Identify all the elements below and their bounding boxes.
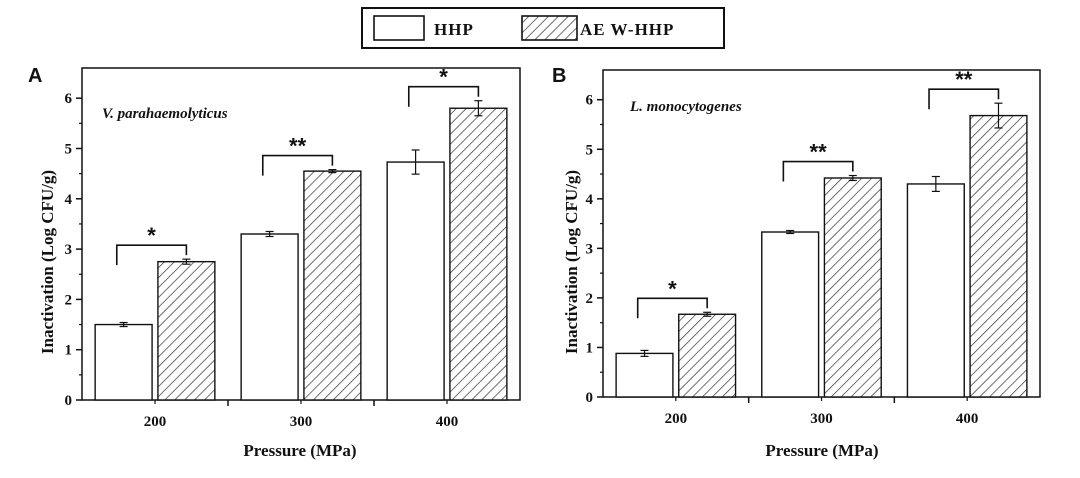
y-tick-label: 5 (65, 141, 73, 157)
significance-marker: * (668, 276, 677, 301)
y-tick-label: 0 (586, 390, 594, 406)
chart-panel-a: 0 1 2 3 4 5 6 200 * 300 ** 400 * (65, 65, 521, 430)
y-axis-title-b: Inactivation (Log CFU/g) (562, 170, 581, 354)
x-axis-title-a: Pressure (MPa) (243, 441, 356, 460)
error-bar-aew-hhp (848, 174, 857, 182)
y-tick-label: 5 (586, 142, 594, 158)
bar-hhp (240, 233, 299, 401)
bracket-line (928, 88, 1000, 110)
bar-hhp (615, 352, 674, 398)
significance-bracket: ** (782, 140, 854, 182)
chart-panel-b: 0 1 2 3 4 5 6 200 * 300 ** 400 ** (586, 67, 1041, 427)
y-tick-label: 6 (586, 93, 594, 109)
error-bar-hhp (119, 321, 128, 328)
y-axis-title-a: Inactivation (Log CFU/g) (38, 170, 57, 354)
y-tick-label: 4 (65, 192, 73, 208)
significance-bracket: * (407, 65, 480, 107)
bar-aew-hhp (157, 260, 216, 401)
bar-aew-hhp (678, 313, 737, 398)
x-tick-label: 400 (956, 411, 979, 427)
bar-hhp (906, 183, 965, 398)
bracket-line (115, 244, 188, 266)
significance-marker: ** (810, 140, 828, 165)
significance-marker: * (439, 65, 448, 90)
error-bar-aew-hhp (994, 102, 1003, 129)
y-tick-label: 1 (65, 343, 73, 359)
significance-bracket: * (115, 223, 188, 266)
x-tick-label: 300 (810, 411, 833, 427)
bar-aew-hhp (969, 114, 1028, 398)
y-tick-label: 3 (65, 242, 73, 258)
error-bar-aew-hhp (474, 100, 483, 117)
y-tick-label: 2 (586, 291, 594, 307)
error-bar-aew-hhp (182, 258, 191, 265)
error-bar-hhp (931, 175, 940, 192)
bar-hhp (94, 323, 153, 401)
bracket-line (636, 297, 708, 319)
significance-marker: ** (289, 134, 307, 159)
error-bar-hhp (411, 149, 420, 175)
panel-letter-b: B (552, 65, 566, 87)
bar-aew-hhp (449, 107, 508, 401)
x-tick-label: 400 (436, 414, 459, 430)
bar-hhp (761, 231, 820, 398)
legend-label-hhp: HHP (434, 20, 474, 39)
y-tick-label: 4 (586, 192, 594, 208)
x-tick-label: 200 (665, 411, 688, 427)
error-bar-aew-hhp (703, 311, 712, 317)
y-tick-label: 3 (586, 241, 594, 257)
legend: HHP AE W-HHP (361, 7, 725, 49)
legend-label-aew-hhp: AE W-HHP (580, 20, 674, 39)
x-tick-label: 300 (290, 414, 313, 430)
bar-aew-hhp (303, 170, 362, 401)
significance-marker: ** (955, 67, 973, 92)
error-bar-hhp (265, 230, 274, 238)
bracket-line (407, 85, 480, 107)
species-label-b: L. monocytogenes (629, 99, 742, 115)
significance-bracket: ** (928, 67, 1000, 110)
bar-hhp (386, 161, 445, 401)
error-bar-aew-hhp (328, 169, 337, 174)
y-tick-label: 2 (65, 292, 73, 308)
significance-bracket: ** (261, 134, 334, 176)
significance-bracket: * (636, 276, 708, 319)
y-tick-label: 1 (586, 340, 594, 356)
species-label-a: V. parahaemolyticus (102, 106, 228, 122)
error-bar-hhp (786, 229, 795, 235)
error-bar-hhp (640, 349, 649, 357)
legend-swatch-hatched (521, 15, 578, 41)
bracket-line (261, 154, 334, 176)
x-axis-title-b: Pressure (MPa) (765, 441, 878, 460)
x-tick-label: 200 (144, 414, 167, 430)
y-tick-label: 0 (65, 393, 73, 409)
bar-aew-hhp (823, 177, 882, 398)
significance-marker: * (147, 223, 156, 248)
y-tick-label: 6 (65, 91, 73, 107)
panel-letter-a: A (28, 65, 42, 87)
legend-swatch-plain (373, 15, 425, 41)
bracket-line (782, 160, 854, 182)
